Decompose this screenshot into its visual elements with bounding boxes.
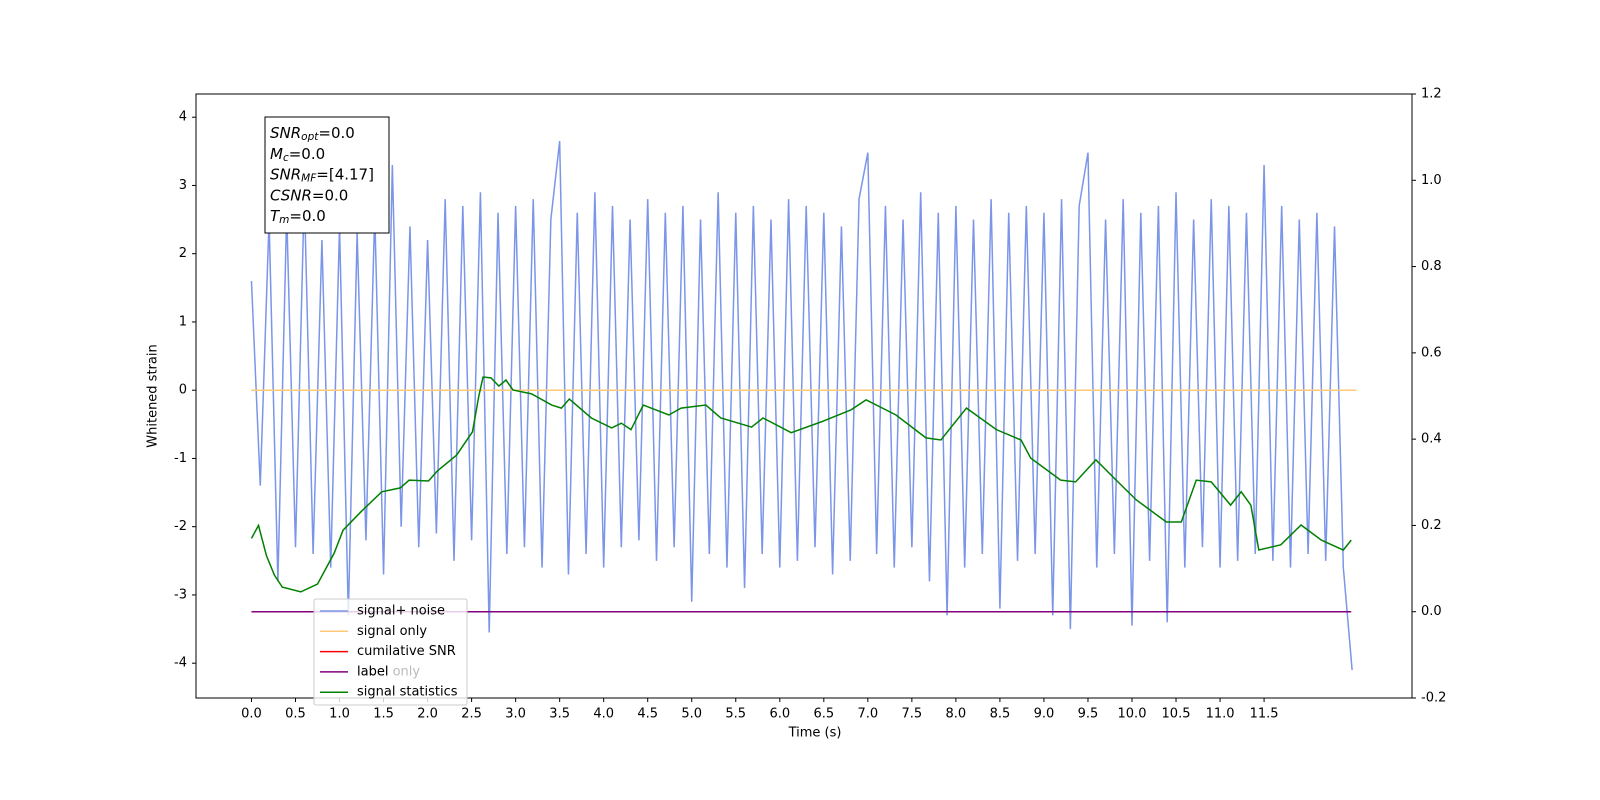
annotation-symbol: M xyxy=(270,144,283,162)
y2-tick-label: 0.6 xyxy=(1421,345,1442,360)
x-tick-label: 10.0 xyxy=(1118,707,1147,722)
annotation-text: Tm=0.0 xyxy=(270,207,326,227)
annotation-text: SNRopt=0.0 xyxy=(270,124,355,144)
legend-label: signal statistics xyxy=(357,685,458,700)
y-axis-label: Whitened strain xyxy=(146,344,161,447)
annotation-value: =0.0 xyxy=(312,186,348,204)
annotation-box xyxy=(264,116,390,234)
x-tick-label: 8.0 xyxy=(946,707,967,722)
x-axis-label: Time (s) xyxy=(788,726,842,741)
annotation-subscript: MF xyxy=(301,173,317,185)
annotation-symbol: SNR xyxy=(270,165,301,183)
y-tick-label: 0 xyxy=(179,383,187,398)
annotation-subscript: opt xyxy=(301,131,319,143)
x-tick-label: 1.5 xyxy=(373,707,394,722)
legend-label: cumilative SNR xyxy=(357,644,456,659)
series-line xyxy=(250,141,1353,671)
y2-tick-label: 0.4 xyxy=(1421,432,1442,447)
x-tick-label: 2.5 xyxy=(461,707,482,722)
series-line xyxy=(250,376,1352,593)
x-tick-label: 6.0 xyxy=(769,707,790,722)
annotation-subscript: c xyxy=(283,152,289,164)
legend-ghost-text: label only xyxy=(357,665,420,680)
annotation-text: Mc=0.0 xyxy=(270,144,325,164)
annotation-value: =0.0 xyxy=(289,207,325,225)
x-tick-label: 0.0 xyxy=(241,707,262,722)
y2-tick-label: 1.0 xyxy=(1421,173,1442,188)
annotation-value: =0.0 xyxy=(289,144,325,162)
annotation-symbol: T xyxy=(270,207,281,225)
y2-tick-label: 0.2 xyxy=(1421,518,1442,533)
y-tick-label: 1 xyxy=(179,314,187,329)
x-tick-label: 10.5 xyxy=(1162,707,1191,722)
legend-label: signal+ noise xyxy=(357,604,445,619)
y2-tick-label: 0.8 xyxy=(1421,259,1442,274)
x-tick-label: 8.5 xyxy=(990,707,1011,722)
annotation-symbol: CSNR xyxy=(270,186,312,204)
annotation-subscript: m xyxy=(279,214,289,226)
y-tick-label: 4 xyxy=(179,110,187,125)
legend-label: label xyxy=(357,664,388,679)
y2-tick-label: 0.0 xyxy=(1421,604,1442,619)
annotation-text: CSNR=0.0 xyxy=(270,186,348,204)
x-tick-label: 11.5 xyxy=(1250,707,1279,722)
x-tick-label: 4.5 xyxy=(637,707,658,722)
x-tick-label: 6.5 xyxy=(813,707,834,722)
x-tick-label: 3.5 xyxy=(549,707,570,722)
x-tick-label: 7.5 xyxy=(902,707,923,722)
x-tick-label: 5.5 xyxy=(725,707,746,722)
y-tick-label: -2 xyxy=(174,519,187,534)
y-tick-label: 3 xyxy=(179,178,187,193)
x-tick-label: 3.0 xyxy=(505,707,526,722)
annotation-text: SNRMF=[4.17] xyxy=(270,165,374,185)
x-tick-label: 9.5 xyxy=(1078,707,1099,722)
x-tick-label: 7.0 xyxy=(857,707,878,722)
legend-label: signal only xyxy=(357,624,427,639)
x-tick-label: 4.0 xyxy=(593,707,614,722)
annotation-value: =0.0 xyxy=(318,124,354,142)
y2-tick-label: 1.2 xyxy=(1421,87,1442,102)
y-tick-label: -3 xyxy=(174,587,187,602)
x-tick-label: 1.0 xyxy=(329,707,350,722)
legend-box xyxy=(313,598,468,706)
x-tick-label: 11.0 xyxy=(1206,707,1235,722)
x-tick-label: 5.0 xyxy=(681,707,702,722)
plot-frame xyxy=(195,93,1413,699)
x-tick-label: 9.0 xyxy=(1034,707,1055,722)
y2-tick-label: -0.2 xyxy=(1421,691,1446,706)
x-tick-label: 0.5 xyxy=(285,707,306,722)
y-tick-label: 2 xyxy=(179,246,187,261)
y-tick-label: -1 xyxy=(174,451,187,466)
x-tick-label: 2.0 xyxy=(417,707,438,722)
annotation-symbol: SNR xyxy=(270,124,301,142)
y-tick-label: -4 xyxy=(174,656,187,671)
annotation-value: =[4.17] xyxy=(316,165,374,183)
